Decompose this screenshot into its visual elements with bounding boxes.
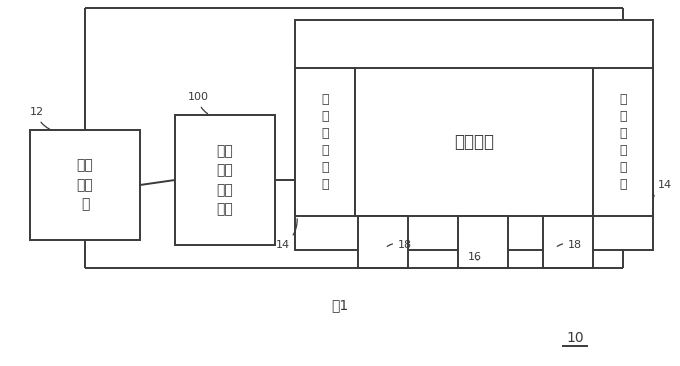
Text: 10: 10 [566, 331, 584, 345]
Text: 板
内
栅
极
单
元: 板 内 栅 极 单 元 [619, 93, 627, 191]
Text: 14: 14 [653, 180, 672, 197]
Text: 18: 18 [387, 240, 412, 250]
Text: 12: 12 [30, 107, 50, 129]
Bar [355, 68, 593, 216]
Bar [30, 130, 140, 240]
Bar [358, 216, 408, 268]
Bar [295, 68, 355, 216]
Bar [593, 68, 653, 216]
Text: 100: 100 [188, 92, 209, 113]
Text: 切角
信号
产生
电路: 切角 信号 产生 电路 [217, 144, 233, 216]
Bar [175, 115, 275, 245]
Bar [295, 20, 653, 250]
Bar [543, 216, 593, 268]
Text: 时序
控制
器: 时序 控制 器 [77, 158, 93, 212]
Text: 板
内
栅
极
单
元: 板 内 栅 极 单 元 [321, 93, 328, 191]
Text: 图1: 图1 [331, 298, 349, 312]
Text: 14: 14 [276, 219, 297, 250]
Text: 像素阵列: 像素阵列 [454, 133, 494, 151]
Bar [458, 216, 508, 268]
Text: 18: 18 [557, 240, 582, 250]
Text: 16: 16 [468, 252, 482, 262]
